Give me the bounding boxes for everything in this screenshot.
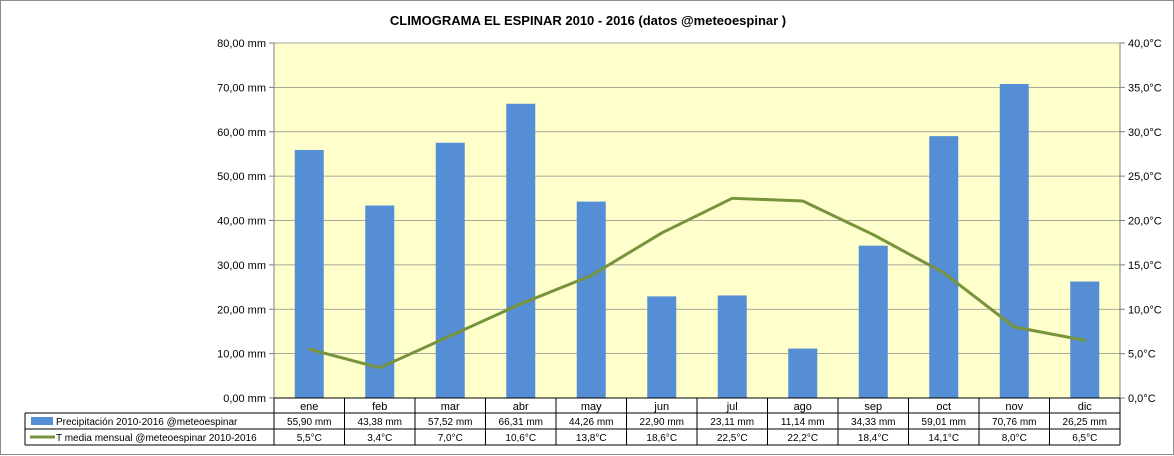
temperature-legend-label: T media mensual @meteoespinar 2010-2016	[56, 433, 257, 444]
precip-value-label: 34,33 mm	[851, 417, 895, 428]
precip-value-label: 66,31 mm	[499, 417, 543, 428]
y-right-tick-label: 35,0°C	[1128, 82, 1162, 94]
x-tick-label: jul	[726, 401, 738, 413]
x-tick-label: abr	[513, 401, 529, 413]
precip-value-label: 59,01 mm	[922, 417, 966, 428]
y-left-tick-label: 60,00 mm	[217, 127, 266, 139]
precip-value-label: 70,76 mm	[992, 417, 1036, 428]
precip-value-label: 57,52 mm	[428, 417, 472, 428]
temperature-line	[307, 196, 1087, 370]
y-left-tick-label: 50,00 mm	[217, 171, 266, 183]
y-right-tick-label: 20,0°C	[1128, 216, 1162, 228]
precip-bar	[717, 295, 747, 398]
y-right-tick-label: 15,0°C	[1128, 260, 1162, 272]
y-right-tick-label: 0,0°C	[1128, 393, 1156, 405]
temperature-value-label: 6,5°C	[1072, 433, 1097, 444]
temperature-value-label: 7,0°C	[438, 433, 463, 444]
y-left-tick-label: 0,00 mm	[223, 393, 266, 405]
precip-bar	[435, 142, 465, 398]
precip-value-label: 44,26 mm	[569, 417, 613, 428]
x-tick-label: sep	[864, 401, 882, 413]
y-left-tick-label: 40,00 mm	[217, 216, 266, 228]
precip-bar	[576, 201, 606, 398]
precip-bar	[858, 245, 888, 398]
y-right-tick-label: 5,0°C	[1128, 349, 1156, 361]
precip-bar	[294, 149, 324, 398]
temperature-value-label: 18,4°C	[858, 433, 889, 444]
y-right-tick-label: 10,0°C	[1128, 304, 1162, 316]
y-right-tick-label: 40,0°C	[1128, 38, 1162, 50]
temperature-value-label: 5,5°C	[297, 433, 322, 444]
x-tick-label: feb	[372, 401, 387, 413]
precip-value-label: 55,90 mm	[287, 417, 331, 428]
x-tick-label: may	[581, 401, 602, 413]
y-left-tick-label: 30,00 mm	[217, 260, 266, 272]
temperature-value-label: 13,8°C	[576, 433, 607, 444]
chart-title: CLIMOGRAMA EL ESPINAR 2010 - 2016 (datos…	[390, 13, 786, 28]
precip-value-label: 26,25 mm	[1063, 417, 1107, 428]
precip-bar	[506, 103, 536, 398]
precip-bar	[999, 84, 1029, 398]
temperature-value-label: 8,0°C	[1002, 433, 1027, 444]
precip-value-label: 11,14 mm	[781, 417, 825, 428]
y-right-tick-label: 30,0°C	[1128, 127, 1162, 139]
temperature-value-label: 14,1°C	[928, 433, 959, 444]
precip-value-label: 22,90 mm	[640, 417, 684, 428]
precip-value-label: 23,11 mm	[710, 417, 754, 428]
y-right-tick-label: 25,0°C	[1128, 171, 1162, 183]
precip-value-label: 43,38 mm	[358, 417, 402, 428]
temperature-value-label: 3,4°C	[367, 433, 392, 444]
x-tick-label: mar	[441, 401, 460, 413]
x-tick-label: dic	[1078, 401, 1093, 413]
precip-legend-key	[31, 417, 53, 425]
precip-legend-label: Precipitación 2010-2016 @meteoespinar	[56, 417, 238, 428]
x-tick-label: jun	[653, 401, 669, 413]
temperature-value-label: 10,6°C	[505, 433, 536, 444]
temperature-value-label: 18,6°C	[646, 433, 677, 444]
y-left-tick-label: 70,00 mm	[217, 82, 266, 94]
precip-bar	[647, 296, 677, 398]
x-tick-label: ene	[300, 401, 318, 413]
temperature-value-label: 22,2°C	[787, 433, 818, 444]
temperature-value-label: 22,5°C	[717, 433, 748, 444]
y-left-tick-label: 80,00 mm	[217, 38, 266, 50]
y-left-tick-label: 10,00 mm	[217, 349, 266, 361]
precip-bar	[788, 348, 818, 398]
x-tick-label: nov	[1005, 401, 1023, 413]
y-left-tick-label: 20,00 mm	[217, 304, 266, 316]
x-tick-label: oct	[936, 401, 951, 413]
x-tick-label: ago	[794, 401, 812, 413]
